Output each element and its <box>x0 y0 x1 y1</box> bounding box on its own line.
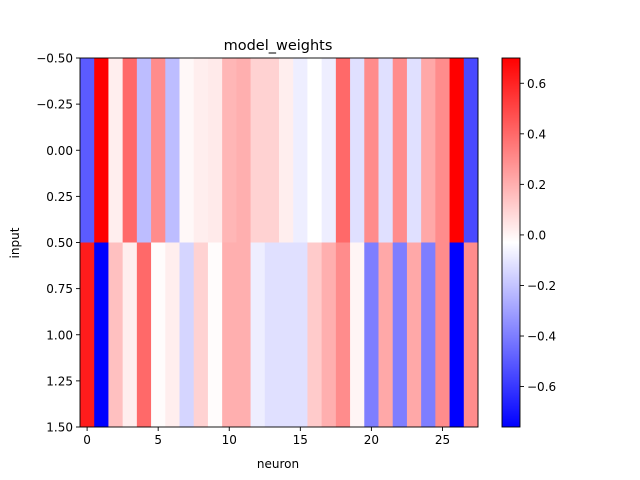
heatmap-cell <box>335 242 351 428</box>
heatmap-cell <box>279 242 294 428</box>
heatmap-cell <box>207 242 223 428</box>
y-tick-label: 1.50 <box>46 421 73 435</box>
y-axis-label: input <box>8 227 22 258</box>
heatmap-cell <box>463 58 479 243</box>
heatmap-cell <box>406 242 422 428</box>
heatmap-cell <box>321 242 337 428</box>
heatmap-cell <box>421 58 436 243</box>
heatmap-cell <box>94 242 109 428</box>
heatmap-cell <box>463 242 479 428</box>
y-tick-label: −0.50 <box>36 52 73 66</box>
heatmap-cell <box>122 58 138 243</box>
colorbar-ticks: 0.6 0.4 0.2 0.0 −0.2 −0.4 −0.6 <box>520 77 556 394</box>
heatmap-cell <box>307 58 323 243</box>
heatmap-cell <box>264 242 280 428</box>
heatmap-cell <box>449 58 465 243</box>
heatmap-cell <box>80 242 95 428</box>
heatmap-cell <box>222 242 237 428</box>
heatmap-cell <box>193 242 209 428</box>
heatmap-cell <box>136 58 152 243</box>
colorbar-tick-label: −0.4 <box>527 330 556 344</box>
y-tick-label: 0.75 <box>46 282 73 296</box>
y-tick-label: 0.50 <box>46 236 73 250</box>
heatmap-cell <box>321 58 337 243</box>
heatmap-cell <box>207 58 223 243</box>
heatmap-cell <box>279 58 294 243</box>
heatmap-cell <box>435 58 450 243</box>
x-tick-label: 25 <box>435 433 450 447</box>
heatmap-cell <box>406 58 422 243</box>
y-tick-label: 1.00 <box>46 328 73 342</box>
heatmap-cell <box>165 242 180 428</box>
heatmap-cell <box>250 58 266 243</box>
heatmap-cell <box>449 242 465 428</box>
heatmap-cell <box>222 58 237 243</box>
heatmap-cell <box>94 58 109 243</box>
heatmap-cell <box>151 58 166 243</box>
heatmap-cell <box>151 242 166 428</box>
heatmap-cells <box>80 58 479 428</box>
heatmap-cell <box>108 242 124 428</box>
colorbar-tick-label: −0.2 <box>527 279 556 293</box>
heatmap-cell <box>378 58 394 243</box>
heatmap-cell <box>293 242 308 428</box>
heatmap-cell <box>335 58 351 243</box>
x-axis-label: neuron <box>257 457 299 471</box>
heatmap-cell <box>136 242 152 428</box>
colorbar <box>501 57 521 428</box>
heatmap-cell <box>392 242 408 428</box>
y-tick-label: 0.25 <box>46 190 73 204</box>
heatmap-cell <box>392 58 408 243</box>
heatmap-cell <box>364 58 379 243</box>
colorbar-tick-label: 0.4 <box>527 127 546 141</box>
x-tick-label: 15 <box>293 433 308 447</box>
y-tick-label: 0.00 <box>46 144 73 158</box>
heatmap-cell <box>80 58 95 243</box>
y-tick-label: 1.25 <box>46 374 73 388</box>
x-tick-label: 10 <box>222 433 237 447</box>
heatmap-cell <box>350 58 365 243</box>
chart-title: model_weights <box>224 38 333 54</box>
heatmap-cell <box>236 242 251 428</box>
heatmap-cell <box>264 58 280 243</box>
heatmap-cell <box>193 58 209 243</box>
heatmap-cell <box>307 242 323 428</box>
colorbar-tick-label: 0.0 <box>527 228 546 242</box>
heatmap-cell <box>250 242 266 428</box>
x-axis-ticks: 0 5 10 15 20 25 <box>83 427 450 447</box>
x-tick-label: 5 <box>154 433 162 447</box>
heatmap-cell <box>350 242 365 428</box>
heatmap-cell <box>378 242 394 428</box>
heatmap-cell <box>435 242 450 428</box>
heatmap-cell <box>108 58 124 243</box>
x-tick-label: 0 <box>83 433 91 447</box>
heatmap-cell <box>364 242 379 428</box>
colorbar-tick-label: 0.6 <box>527 77 546 91</box>
colorbar-tick-label: 0.2 <box>527 178 546 192</box>
heatmap-cell <box>236 58 251 243</box>
heatmap-cell <box>421 242 436 428</box>
heatmap-cell <box>179 242 195 428</box>
heatmap-cell <box>293 58 308 243</box>
heatmap-cell <box>122 242 138 428</box>
x-tick-label: 20 <box>364 433 379 447</box>
heatmap-cell <box>165 58 180 243</box>
y-tick-label: −0.25 <box>36 98 73 112</box>
y-axis-ticks: −0.50 −0.25 0.00 0.25 0.50 0.75 1.00 1.25 1.50 <box>36 52 80 435</box>
heatmap-cell <box>179 58 195 243</box>
colorbar-tick-label: −0.6 <box>527 380 556 394</box>
